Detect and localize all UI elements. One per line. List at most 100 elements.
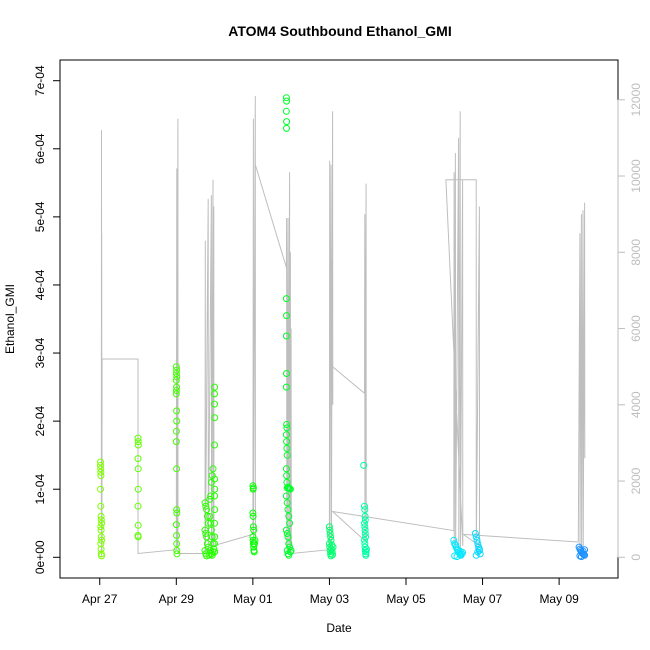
x-axis: Apr 27 Apr 29 May 01 May 03 May 05 May 07 May … (82, 577, 579, 606)
data-point (250, 548, 258, 556)
data-point (361, 512, 369, 520)
y2-tick-label: 8000 (629, 239, 643, 266)
data-point (283, 370, 290, 377)
data-point (97, 512, 105, 520)
data-point (360, 461, 368, 469)
data-point (98, 536, 106, 544)
x-tick-label: May 09 (539, 592, 579, 606)
data-point (134, 521, 142, 529)
data-point (251, 540, 258, 548)
data-point (173, 540, 181, 548)
data-point (97, 465, 105, 473)
data-point (282, 332, 290, 340)
data-point (282, 295, 290, 303)
data-point (173, 509, 181, 517)
data-point (97, 485, 104, 493)
data-point (285, 484, 293, 492)
data-point (206, 495, 214, 503)
data-point (456, 547, 464, 555)
data-point (283, 438, 291, 446)
x-tick-label: Apr 27 (82, 592, 118, 606)
data-point (211, 400, 219, 408)
data-point (211, 485, 219, 493)
data-point (362, 545, 370, 553)
y-tick-label: 1e-04 (33, 474, 47, 505)
data-point (282, 492, 290, 500)
data-point (475, 545, 483, 553)
data-point (173, 407, 181, 415)
x-tick-label: May 05 (386, 592, 426, 606)
data-point (471, 530, 479, 537)
data-point (172, 438, 180, 446)
data-point (325, 523, 333, 531)
y-tick-label: 0e+00 (33, 540, 47, 574)
data-point (282, 431, 290, 439)
data-point (173, 465, 181, 473)
data-point (326, 530, 334, 537)
data-point (211, 506, 219, 514)
y-tick-label: 7e-04 (33, 65, 47, 96)
data-point (361, 516, 369, 524)
data-point (172, 363, 180, 371)
data-point (249, 512, 257, 520)
data-point (283, 499, 291, 507)
data-point (207, 526, 215, 534)
data-point (283, 421, 291, 428)
data-point (282, 94, 290, 102)
data-point (282, 465, 290, 473)
data-point (286, 485, 294, 492)
data-point (211, 383, 219, 391)
data-point (250, 543, 258, 551)
data-point (283, 444, 291, 452)
y2-tick-label: 12000 (629, 83, 643, 117)
y-tick-label: 5e-04 (33, 201, 47, 232)
data-point (282, 107, 290, 115)
data-point (286, 519, 294, 527)
data-point (203, 512, 211, 520)
y2-tick-label: 2000 (629, 467, 643, 494)
data-point (249, 509, 257, 517)
data-point (134, 441, 142, 449)
data-point (173, 417, 181, 425)
data-point (172, 427, 180, 435)
data-point (361, 519, 368, 527)
y-tick-label: 4e-04 (33, 269, 47, 300)
data-point (97, 533, 105, 541)
data-point (97, 458, 104, 466)
data-point (327, 533, 335, 541)
data-point (173, 547, 181, 554)
data-point (97, 526, 105, 534)
data-point (97, 540, 105, 548)
data-point (249, 523, 257, 531)
data-point (283, 451, 291, 459)
data-point (283, 530, 291, 537)
data-point (362, 533, 370, 541)
data-point (97, 461, 104, 469)
data-point (329, 543, 337, 551)
y2-tick-label: 4000 (629, 391, 643, 418)
data-point (208, 533, 216, 541)
data-point (173, 383, 181, 391)
data-point (134, 485, 142, 493)
y-axis-label: Ethanol_GMI (3, 284, 17, 354)
data-point (361, 530, 369, 537)
data-point (210, 545, 218, 553)
data-point (361, 526, 369, 534)
data-point (202, 530, 210, 537)
data-point (472, 551, 480, 559)
data-point (97, 516, 105, 524)
x-tick-label: Apr 29 (159, 592, 195, 606)
data-point (97, 545, 105, 553)
data-point (361, 536, 368, 544)
plot-frame (59, 59, 619, 579)
y-tick-label: 3e-04 (33, 337, 47, 368)
data-point (361, 523, 369, 531)
data-point (329, 551, 337, 559)
chart-title: ATOM4 Southbound Ethanol_GMI (228, 23, 451, 39)
data-point (207, 519, 215, 527)
data-point (361, 502, 368, 510)
data-point (283, 124, 290, 132)
data-point (327, 536, 335, 544)
data-point (202, 502, 210, 510)
